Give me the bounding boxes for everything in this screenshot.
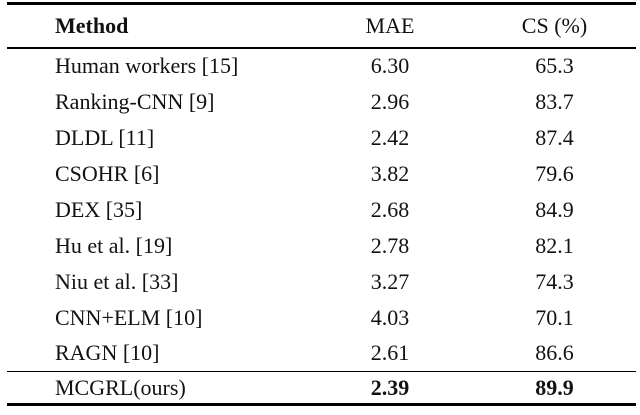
table-body: Human workers [15] 6.30 65.3 Ranking-CNN… — [7, 48, 636, 405]
cs-cell: 89.9 — [535, 374, 574, 400]
mae-cell: 2.39 — [370, 374, 410, 400]
column-header-cs: CS (%) — [521, 12, 588, 38]
table-row: Human workers [15] 6.30 65.3 — [7, 48, 636, 84]
cs-cell: 87.4 — [535, 124, 574, 150]
cs-cell: 84.9 — [535, 196, 574, 222]
method-cell: DEX [35] — [55, 196, 143, 222]
method-cell: RAGN [10] — [55, 340, 160, 366]
mae-cell: 3.27 — [370, 268, 410, 294]
column-header-method: Method — [55, 12, 129, 38]
cs-cell: 65.3 — [535, 53, 574, 78]
table-row-ours: MCGRL(ours) 2.39 89.9 — [7, 371, 636, 405]
cs-cell: 70.1 — [535, 304, 574, 330]
results-table: Method MAE CS (%) Human workers [15] 6.3… — [7, 2, 636, 406]
method-cell: CSOHR [6] — [55, 160, 160, 186]
table-row: Ranking-CNN [9] 2.96 83.7 — [7, 84, 636, 120]
table-row: Niu et al. [33] 3.27 74.3 — [7, 264, 636, 300]
method-cell: MCGRL(ours) — [55, 374, 186, 400]
table-row: DLDL [11] 2.42 87.4 — [7, 120, 636, 156]
cs-cell: 86.6 — [535, 340, 574, 366]
method-cell: Human workers [15] — [55, 53, 239, 78]
cs-cell: 79.6 — [535, 160, 574, 186]
header-row: Method MAE CS (%) — [7, 3, 636, 48]
mae-cell: 3.82 — [370, 160, 410, 186]
table-row: RAGN [10] 2.61 86.6 — [7, 336, 636, 372]
method-cell: Niu et al. [33] — [55, 268, 179, 294]
mae-cell: 2.68 — [370, 196, 410, 222]
table-row: DEX [35] 2.68 84.9 — [7, 192, 636, 228]
column-header-mae: MAE — [365, 12, 415, 38]
cs-cell: 82.1 — [535, 232, 574, 258]
mae-cell: 2.96 — [370, 88, 410, 114]
mae-cell: 2.78 — [370, 232, 410, 258]
method-cell: DLDL [11] — [55, 124, 155, 150]
mae-cell: 4.03 — [370, 304, 410, 330]
mae-cell: 2.42 — [370, 124, 410, 150]
mae-cell: 6.30 — [370, 53, 410, 78]
method-cell: Ranking-CNN [9] — [55, 88, 215, 114]
method-cell: Hu et al. [19] — [55, 232, 173, 258]
table-header: Method MAE CS (%) — [7, 3, 636, 48]
table-row: CSOHR [6] 3.82 79.6 — [7, 156, 636, 192]
method-cell: CNN+ELM [10] — [55, 304, 203, 330]
mae-cell: 2.61 — [370, 340, 410, 366]
cs-cell: 83.7 — [535, 88, 574, 114]
table-row: Hu et al. [19] 2.78 82.1 — [7, 228, 636, 264]
table-row: CNN+ELM [10] 4.03 70.1 — [7, 300, 636, 336]
cs-cell: 74.3 — [535, 268, 574, 294]
